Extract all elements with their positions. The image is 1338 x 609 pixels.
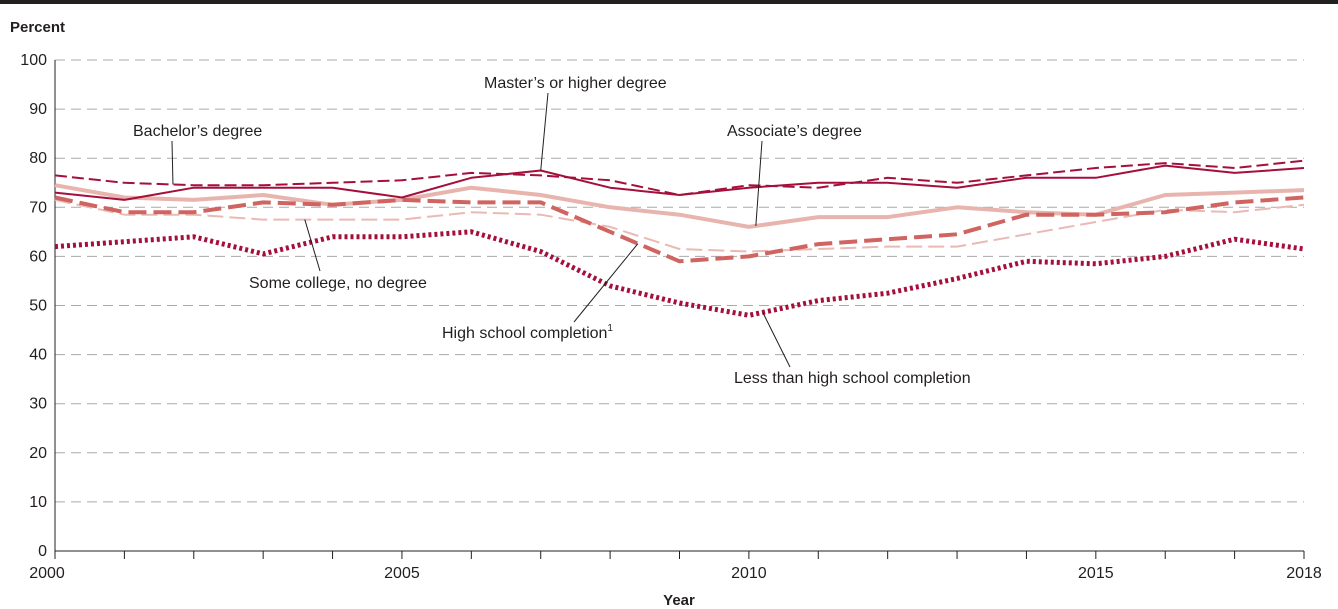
x-axis-label: Year bbox=[663, 592, 695, 609]
axes bbox=[54, 60, 1305, 559]
y-tick-label: 60 bbox=[29, 248, 47, 265]
series-line-some-college bbox=[54, 198, 1305, 253]
annotation-label: Associate’s degree bbox=[727, 123, 862, 140]
series-line-high-school bbox=[54, 195, 1305, 264]
annotation-text: Master’s or higher degree bbox=[484, 75, 667, 92]
series-line-masters bbox=[54, 164, 1305, 201]
y-tick-label: 40 bbox=[29, 347, 47, 364]
y-tick-labels: 0 10 20 30 40 50 60 70 80 90 100 bbox=[20, 52, 47, 560]
x-tick-label: 2018 bbox=[1286, 565, 1322, 582]
annotation-text: Some college, no degree bbox=[249, 275, 427, 292]
annotation-leader-line bbox=[171, 140, 174, 185]
y-tick-label: 70 bbox=[29, 199, 47, 216]
y-tick-label: 50 bbox=[29, 298, 47, 315]
y-tick-label: 20 bbox=[29, 445, 47, 462]
annotation-label: Master’s or higher degree bbox=[484, 75, 667, 92]
y-tick-label: 0 bbox=[38, 543, 47, 560]
annotation-text: Associate’s degree bbox=[727, 123, 862, 140]
series-lines bbox=[54, 159, 1305, 318]
annotation-label: Bachelor’s degree bbox=[133, 123, 262, 140]
annotation-text: Less than high school completion bbox=[734, 370, 971, 387]
y-tick-label: 80 bbox=[29, 150, 47, 167]
y-tick-label: 90 bbox=[29, 101, 47, 118]
x-tick-labels: 2000 2005 2010 2015 2018 bbox=[29, 565, 1322, 582]
annotation-leader-line bbox=[762, 312, 791, 368]
x-tick-label: 2010 bbox=[731, 565, 767, 582]
y-axis-label: Percent bbox=[10, 19, 65, 36]
annotation-leader-line bbox=[573, 243, 639, 323]
x-tick-label: 2005 bbox=[384, 565, 420, 582]
annotation-label: Some college, no degree bbox=[249, 275, 427, 292]
series-line-bachelors bbox=[54, 159, 1305, 196]
top-rule bbox=[0, 0, 1338, 4]
annotation-label: Less than high school completion bbox=[734, 370, 971, 387]
annotation-text: High school completion bbox=[442, 325, 607, 342]
annotation-text: Bachelor’s degree bbox=[133, 123, 262, 140]
x-tick-label: 2015 bbox=[1078, 565, 1114, 582]
annotation-label: High school completion1 bbox=[442, 323, 613, 342]
x-tick-label: 2000 bbox=[29, 565, 65, 582]
annotation-leader-line bbox=[540, 92, 549, 171]
annotation-leader-line bbox=[304, 219, 321, 272]
y-tick-label: 100 bbox=[20, 52, 47, 69]
annotations: Master’s or higher degree Bachelor’s degr… bbox=[133, 75, 971, 387]
y-tick-label: 10 bbox=[29, 494, 47, 511]
gridlines bbox=[55, 59, 1304, 503]
footnote-marker: 1 bbox=[607, 323, 613, 334]
series-line-less-than-high-school bbox=[54, 229, 1305, 318]
annotation-leader-line bbox=[755, 140, 763, 226]
y-tick-label: 30 bbox=[29, 396, 47, 413]
